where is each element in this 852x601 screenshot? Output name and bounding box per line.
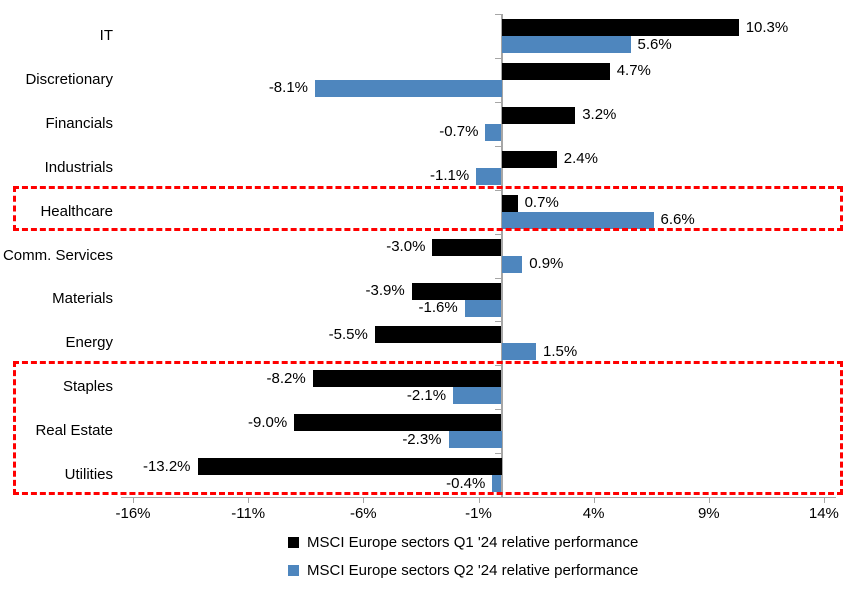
legend-item-q2: MSCI Europe sectors Q2 '24 relative perf… [288, 561, 638, 580]
x-tick-1 [248, 497, 250, 503]
category-boundary-tick-6 [494, 277, 502, 279]
category-label-7: Energy [65, 334, 113, 352]
bar-label-s0-5: -3.0% [386, 238, 426, 255]
bar-label-s0-4: 0.7% [524, 194, 559, 212]
category-boundary-tick-9 [494, 409, 502, 411]
bar-label-s1-1: -8.1% [268, 79, 308, 97]
highlight-box-0 [13, 185, 843, 232]
category-boundary-tick-8 [494, 365, 502, 367]
x-tick-5 [708, 497, 710, 503]
category-boundary-tick-4 [494, 189, 502, 191]
category-label-0: IT [99, 27, 113, 44]
bar-label-s1-0: 5.6% [637, 35, 672, 53]
bar-label-s0-0: 10.3% [745, 18, 789, 36]
bar-label-s0-8: -8.2% [266, 369, 306, 387]
x-tick-label-6: 14% [808, 505, 839, 522]
x-tick-label-2: -6% [349, 505, 377, 522]
bar-label-s0-2: 3.2% [582, 106, 617, 124]
category-label-8: Staples [62, 378, 113, 396]
category-label-3: Industrials [44, 158, 113, 176]
bar-s1-10 [492, 475, 502, 493]
x-tick-4 [593, 497, 595, 503]
bar-s0-2 [501, 106, 576, 124]
bar-s0-6 [411, 282, 502, 300]
bar-s0-10 [197, 458, 502, 476]
legend-swatch-q2-icon [288, 565, 299, 576]
bar-label-s0-10: -13.2% [142, 457, 191, 475]
bar-label-s0-6: -3.9% [365, 282, 405, 299]
x-tick-label-5: 9% [697, 505, 720, 522]
category-label-4: Healthcare [40, 202, 113, 220]
bar-s0-4 [501, 194, 518, 212]
bar-s0-9 [294, 414, 502, 432]
bar-label-s1-9: -2.3% [402, 430, 442, 448]
bar-s0-0 [501, 19, 739, 36]
bar-s1-2 [485, 123, 502, 141]
category-boundary-tick-7 [494, 321, 502, 323]
bar-s1-0 [501, 36, 631, 53]
bar-s0-5 [432, 238, 502, 256]
x-tick-label-0: -16% [115, 505, 151, 522]
x-tick-2 [363, 497, 365, 503]
x-tick-label-4: 4% [582, 505, 605, 522]
bar-s1-3 [476, 167, 502, 185]
bar-label-s1-7: 1.5% [543, 342, 578, 360]
bar-s0-7 [374, 326, 502, 344]
x-tick-label-3: -1% [465, 505, 492, 522]
bar-label-s1-6: -1.6% [418, 299, 458, 316]
bar-s1-1 [315, 79, 502, 97]
bar-label-s0-9: -9.0% [248, 413, 288, 431]
bar-s1-6 [464, 299, 502, 317]
bar-s0-3 [501, 150, 557, 168]
bar-s1-4 [501, 211, 654, 229]
bar-s1-7 [501, 343, 536, 361]
category-label-9: Real Estate [35, 422, 113, 440]
category-boundary-tick-2 [494, 101, 502, 103]
x-tick-0 [133, 497, 134, 503]
bar-s0-8 [312, 370, 502, 388]
bar-label-s0-3: 2.4% [563, 150, 598, 168]
bar-label-s1-10: -0.4% [446, 474, 486, 492]
bar-s1-9 [448, 431, 502, 449]
category-label-2: Financials [45, 114, 113, 132]
bar-label-s1-8: -2.1% [406, 386, 447, 404]
legend-item-q1: MSCI Europe sectors Q1 '24 relative perf… [288, 533, 638, 552]
category-label-10: Utilities [64, 466, 113, 483]
bar-s0-1 [501, 62, 610, 80]
legend-label-q1: MSCI Europe sectors Q1 '24 relative perf… [307, 534, 639, 551]
category-label-1: Discretionary [25, 70, 113, 88]
bar-label-s1-2: -0.7% [439, 123, 479, 141]
bar-s1-5 [501, 255, 523, 273]
legend: MSCI Europe sectors Q1 '24 relative perf… [288, 533, 638, 589]
category-label-5: Comm. Services [2, 246, 113, 264]
bar-label-s1-5: 0.9% [529, 255, 564, 272]
category-label-6: Materials [52, 290, 113, 308]
category-boundary-tick-1 [494, 57, 502, 59]
bar-s1-8 [453, 387, 502, 405]
legend-swatch-q1-icon [288, 537, 299, 548]
bar-label-s0-1: 4.7% [616, 62, 651, 80]
category-boundary-tick-3 [494, 145, 502, 147]
x-tick-6 [823, 497, 825, 503]
category-boundary-tick-10 [494, 453, 502, 455]
legend-label-q2: MSCI Europe sectors Q2 '24 relative perf… [307, 562, 639, 579]
bar-label-s1-4: 6.6% [660, 211, 695, 229]
bar-label-s1-3: -1.1% [430, 167, 470, 185]
category-boundary-tick-5 [494, 233, 502, 235]
category-boundary-tick-0 [494, 14, 502, 15]
highlight-box-1 [13, 361, 843, 495]
bar-label-s0-7: -5.5% [328, 325, 368, 343]
x-tick-label-1: -11% [231, 505, 266, 522]
x-tick-3 [478, 497, 480, 503]
